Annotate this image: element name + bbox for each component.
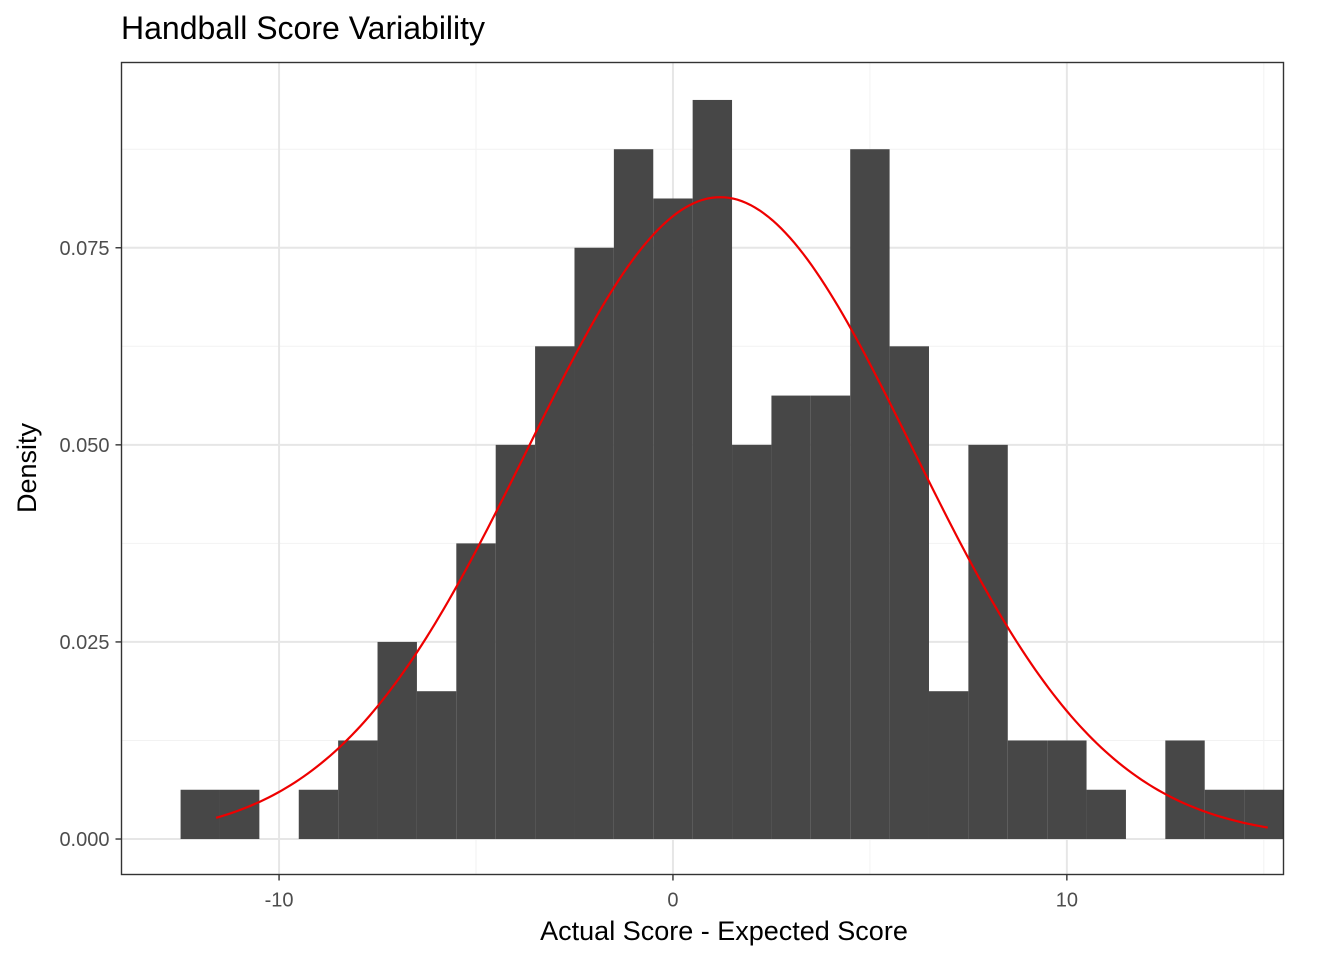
- y-tick-label: 0.075: [59, 238, 109, 260]
- x-tick-label: 0: [667, 890, 678, 912]
- histogram-bar: [850, 149, 890, 840]
- histogram-bar: [456, 543, 496, 840]
- histogram-bar: [1244, 789, 1284, 840]
- histogram-bar: [771, 395, 811, 840]
- histogram-bar: [928, 691, 969, 840]
- histogram-bar: [1165, 740, 1205, 840]
- histogram-bar: [692, 99, 733, 840]
- histogram-bar: [653, 198, 693, 840]
- bars-layer: [180, 99, 1284, 840]
- histogram-bar: [810, 395, 851, 840]
- histogram-bar: [613, 149, 654, 840]
- y-tick-label: 0.025: [59, 632, 109, 654]
- histogram-bar: [889, 346, 929, 840]
- histogram-bar: [298, 789, 339, 840]
- histogram-bar: [1047, 740, 1087, 840]
- x-tick-label: -10: [265, 890, 294, 912]
- histogram-bar: [180, 789, 220, 840]
- histogram-bar: [1007, 740, 1048, 840]
- axes-layer: -10 0 10 0.000 0.025 0.050 0.075: [59, 238, 1078, 912]
- histogram-bar: [732, 444, 772, 840]
- x-axis-title: Actual Score - Expected Score: [540, 916, 908, 946]
- histogram-bar: [495, 444, 536, 840]
- histogram-bar: [968, 444, 1008, 840]
- histogram-bar: [377, 641, 417, 840]
- y-tick-label: 0.000: [59, 829, 109, 851]
- histogram-bar: [338, 740, 378, 840]
- y-tick-label: 0.050: [59, 435, 109, 457]
- histogram-bar: [535, 346, 575, 840]
- y-axis-title: Density: [12, 422, 42, 513]
- panel-border: [120, 61, 1285, 876]
- histogram-bar: [1086, 789, 1126, 840]
- x-tick-label: 10: [1056, 890, 1078, 912]
- histogram-bar: [574, 247, 614, 840]
- normal-density-curve: [215, 196, 1268, 829]
- chart-title: Handball Score Variability: [121, 10, 485, 46]
- curve-layer: [215, 196, 1268, 829]
- histogram-bar: [416, 691, 457, 840]
